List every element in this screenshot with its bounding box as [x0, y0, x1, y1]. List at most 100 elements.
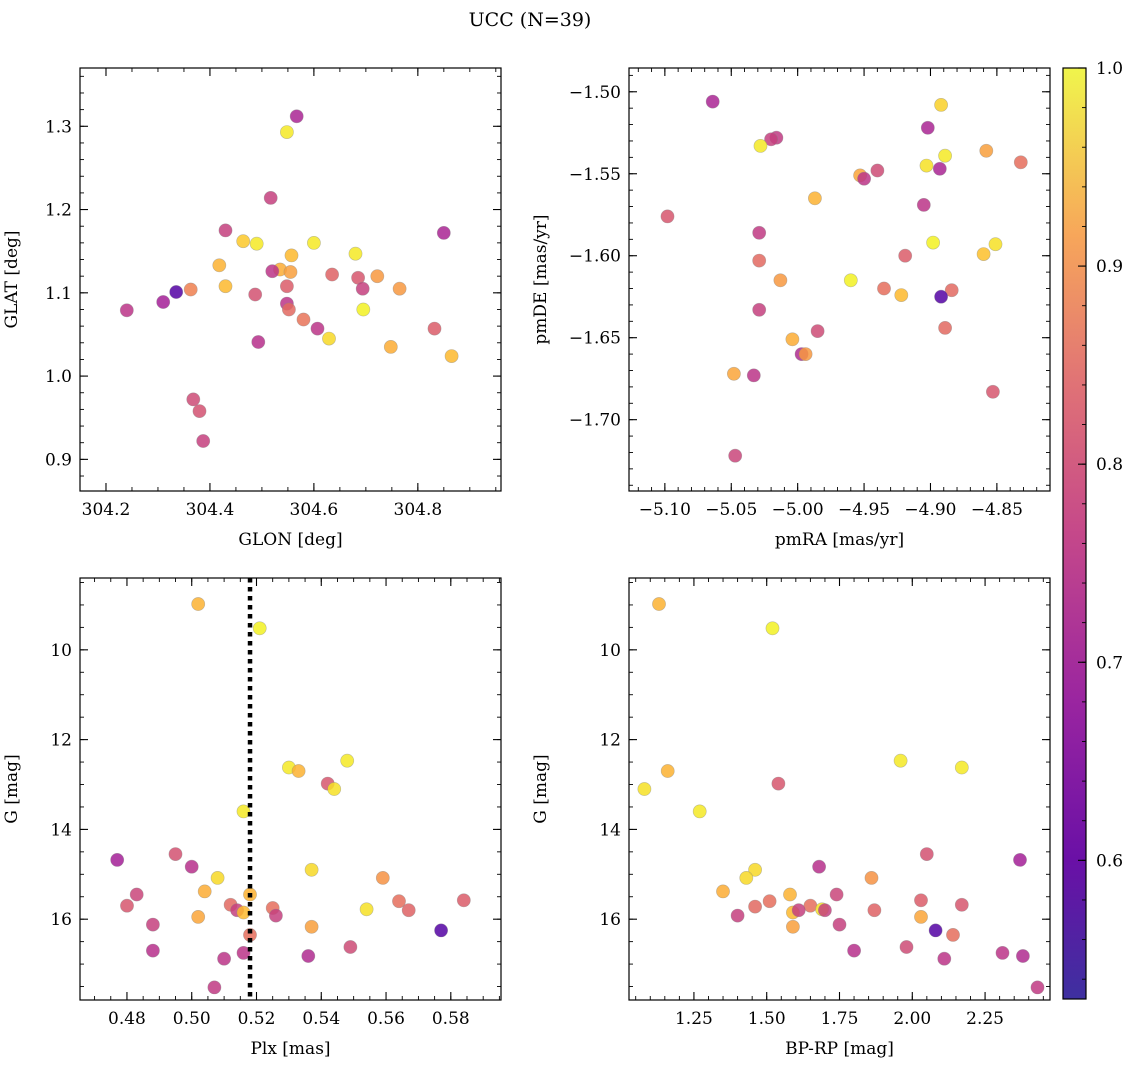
scatter-points	[637, 597, 1045, 995]
colorbar: 0.6 0.7 0.8 0.9 1.0	[1062, 59, 1123, 1000]
data-point	[773, 273, 788, 288]
data-point	[168, 847, 183, 861]
y-tick-label: 14	[50, 820, 72, 840]
data-point	[843, 273, 858, 288]
colorbar-tick-label: 0.9	[1096, 257, 1123, 277]
data-point	[218, 279, 233, 294]
data-point	[812, 859, 826, 874]
data-point	[660, 764, 675, 778]
panel-pmra-pmde: −5.10 −5.05 −5.00 −4.95 −4.90 −4.85 −1.70 −1.65…	[531, 67, 1051, 550]
x-tick-label: 0.50	[173, 1009, 211, 1029]
panel-bprp-g: 1.25 1.50 1.75 2.00 2.25 10 12 14 16 BP-RP [mag] G…	[531, 577, 1051, 1059]
data-point	[1016, 949, 1030, 963]
data-point	[186, 392, 201, 407]
x-tick-label: 2.25	[966, 1009, 1004, 1029]
data-point	[191, 597, 206, 611]
x-tick-label: 1.50	[748, 1009, 786, 1029]
data-point	[832, 917, 847, 932]
data-point	[252, 621, 267, 636]
data-point	[660, 209, 675, 224]
data-point	[748, 899, 762, 914]
data-point	[129, 887, 144, 902]
data-point	[926, 235, 940, 250]
data-point	[348, 246, 363, 261]
data-point	[145, 917, 160, 932]
data-point	[914, 893, 928, 908]
data-point	[928, 923, 943, 938]
scatter-points	[660, 94, 1028, 463]
data-point	[304, 919, 319, 934]
x-tick-label: 0.52	[238, 1009, 276, 1029]
data-point	[456, 893, 471, 908]
data-point	[279, 125, 294, 140]
data-point	[914, 910, 928, 924]
axes-frame	[79, 67, 502, 492]
data-point	[392, 894, 406, 909]
data-point	[356, 302, 371, 317]
data-point	[783, 887, 797, 902]
data-point	[1013, 155, 1028, 170]
data-point	[934, 289, 948, 304]
panels: 304.2 304.4 304.6 304.8 0.9 1.0 1.1 1.2 1.3 GLON …	[2, 67, 1051, 1059]
x-tick-label: 1.25	[675, 1009, 713, 1029]
colorbar-tick-label: 0.6	[1096, 851, 1123, 871]
data-point	[765, 621, 780, 636]
minor-ticks	[80, 578, 501, 1000]
y-tick-label: −1.65	[569, 329, 621, 349]
axes-frame	[628, 67, 1051, 492]
data-point	[944, 283, 959, 298]
data-point	[343, 940, 358, 954]
data-point	[864, 871, 879, 885]
data-point	[877, 281, 891, 296]
data-point	[444, 349, 459, 363]
data-point	[119, 303, 134, 318]
data-point	[976, 247, 991, 261]
x-tick-label: −4.90	[904, 500, 956, 520]
data-point	[995, 946, 1010, 960]
data-point	[279, 279, 294, 294]
data-point	[383, 339, 398, 354]
data-point	[192, 404, 207, 418]
colorbar-tick-label: 1.0	[1096, 59, 1123, 79]
data-point	[236, 804, 251, 819]
data-point	[120, 898, 134, 913]
axes-frame	[79, 577, 502, 1001]
x-tick-label: 0.48	[108, 1009, 146, 1029]
data-point	[986, 384, 1000, 399]
x-tick-label: −4.85	[971, 500, 1023, 520]
data-point	[434, 923, 448, 938]
data-point	[110, 853, 125, 867]
data-point	[427, 321, 442, 336]
data-point	[156, 295, 171, 309]
colorbar-tick-label: 0.8	[1096, 455, 1123, 475]
data-point	[284, 248, 299, 263]
y-axis-label: GLAT [deg]	[2, 230, 22, 328]
x-axis-label: BP-RP [mag]	[785, 1039, 894, 1059]
data-point	[899, 940, 914, 954]
scatter-points	[119, 109, 459, 448]
x-tick-label: 304.4	[186, 500, 235, 520]
data-point	[265, 264, 280, 279]
figure-title: UCC (N=39)	[469, 9, 592, 31]
data-point	[196, 434, 211, 448]
y-tick-label: −1.50	[569, 83, 621, 103]
data-point	[752, 225, 767, 240]
colorbar-gradient	[1062, 67, 1087, 1000]
y-tick-label: 10	[599, 641, 621, 661]
data-point	[762, 894, 777, 909]
minor-ticks	[629, 68, 1051, 491]
y-tick-label: 1.0	[45, 367, 72, 387]
data-point	[289, 109, 304, 124]
data-point	[340, 753, 355, 768]
data-point	[829, 887, 844, 902]
data-point	[263, 190, 278, 205]
data-point	[296, 312, 311, 327]
data-point	[322, 331, 336, 346]
data-point	[325, 267, 339, 282]
data-point	[283, 265, 298, 279]
data-point	[145, 943, 160, 958]
data-point	[786, 919, 800, 934]
x-tick-label: −4.95	[838, 500, 890, 520]
data-point	[291, 764, 306, 778]
